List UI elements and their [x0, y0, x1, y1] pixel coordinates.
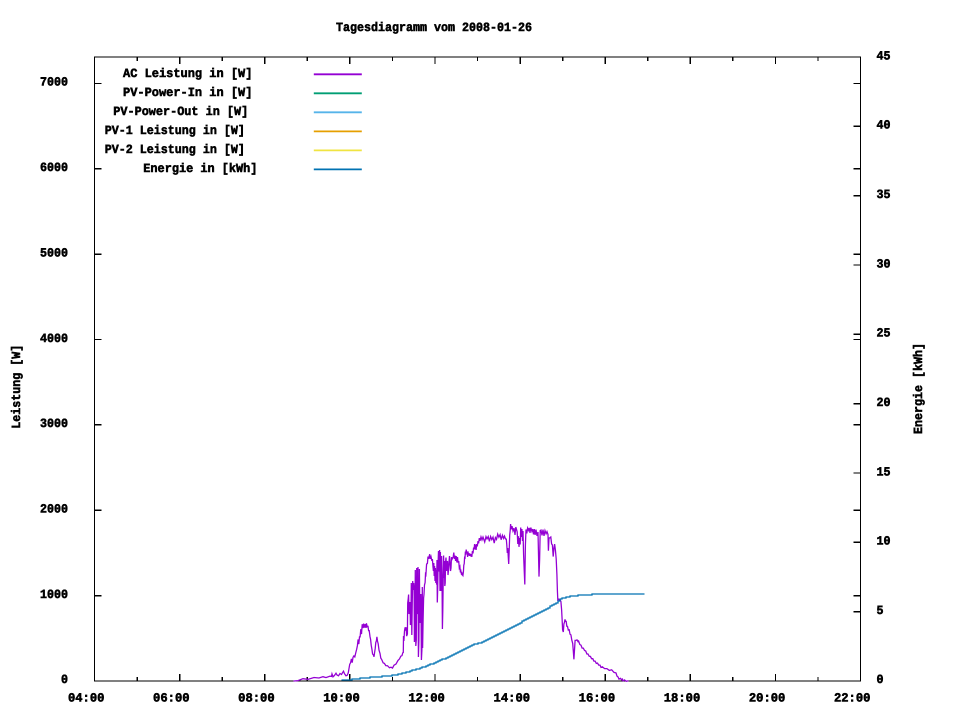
svg-text:16:00: 16:00 [579, 691, 616, 705]
svg-text:35: 35 [877, 188, 891, 202]
svg-text:2000: 2000 [40, 503, 68, 517]
svg-text:40: 40 [877, 119, 891, 133]
svg-text:PV-1 Leistung in [W]: PV-1 Leistung in [W] [105, 124, 245, 138]
svg-text:45: 45 [877, 49, 891, 63]
svg-text:04:00: 04:00 [68, 691, 105, 705]
svg-text:Tagesdiagramm vom 2008-01-26: Tagesdiagramm vom 2008-01-26 [336, 21, 532, 35]
svg-text:18:00: 18:00 [664, 691, 701, 705]
svg-text:Energie [kWh]: Energie [kWh] [912, 343, 926, 434]
svg-text:25: 25 [877, 327, 891, 341]
svg-text:0: 0 [877, 673, 884, 687]
svg-text:30: 30 [877, 257, 891, 271]
svg-text:20:00: 20:00 [749, 691, 786, 705]
svg-text:10: 10 [877, 535, 891, 549]
svg-text:5: 5 [877, 604, 884, 618]
svg-text:14:00: 14:00 [494, 691, 531, 705]
svg-text:1000: 1000 [40, 588, 68, 602]
svg-text:PV-Power-Out in [W]: PV-Power-Out in [W] [113, 105, 248, 119]
svg-text:22:00: 22:00 [834, 691, 871, 705]
svg-text:AC Leistung in [W]: AC Leistung in [W] [123, 67, 252, 81]
svg-text:0: 0 [61, 673, 68, 687]
svg-text:6000: 6000 [40, 161, 68, 175]
svg-text:4000: 4000 [40, 332, 68, 346]
svg-text:PV-Power-In in [W]: PV-Power-In in [W] [123, 86, 252, 100]
svg-text:Leistung [W]: Leistung [W] [10, 345, 24, 429]
svg-text:3000: 3000 [40, 417, 68, 431]
svg-text:20: 20 [877, 396, 891, 410]
svg-text:10:00: 10:00 [323, 691, 360, 705]
svg-text:08:00: 08:00 [238, 691, 275, 705]
svg-text:12:00: 12:00 [408, 691, 445, 705]
svg-text:Energie in [kWh]: Energie in [kWh] [143, 162, 257, 176]
svg-text:5000: 5000 [40, 246, 68, 260]
svg-text:7000: 7000 [40, 76, 68, 90]
svg-text:PV-2 Leistung in [W]: PV-2 Leistung in [W] [105, 143, 245, 157]
svg-text:15: 15 [877, 465, 891, 479]
svg-text:06:00: 06:00 [153, 691, 190, 705]
